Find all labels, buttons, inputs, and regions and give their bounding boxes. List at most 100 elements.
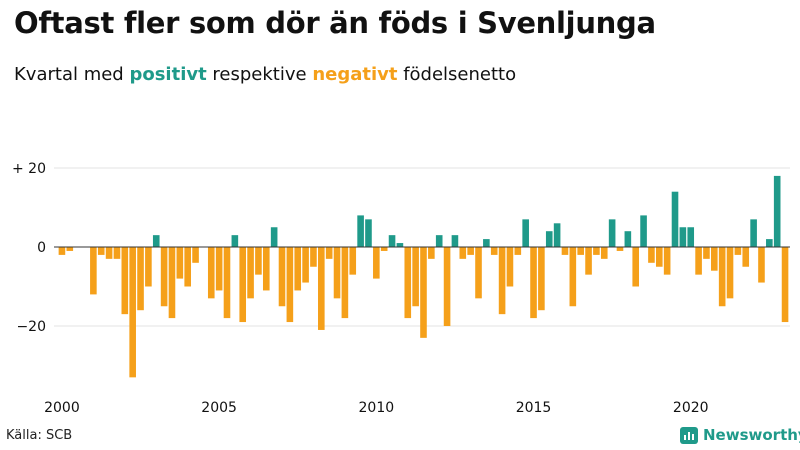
subtitle-middle: respektive [206,64,313,85]
bar-q12 [145,247,152,287]
bar-q40 [365,219,372,247]
bar-q76 [648,247,655,263]
bar-q8 [113,247,121,259]
bar-q77 [655,247,663,267]
bar-q38 [349,247,357,275]
bar-chart-icon [680,426,698,444]
bar-q35 [325,247,333,259]
bar-q23 [231,235,239,247]
bar-q78 [663,247,671,275]
bar-q41 [373,247,380,279]
bar-q10 [129,247,136,378]
subtitle-positive-word: positivt [129,64,207,85]
bar-q34 [318,247,325,330]
bar-q49 [435,235,443,247]
bar-q24 [239,247,247,323]
bar-q65 [561,247,569,255]
bar-q86 [726,247,734,299]
bar-q90 [758,247,765,283]
chart-subtitle: Kvartal med positivt respektive negativt… [14,64,516,85]
axis-layer: + 20 0 −20 2000 2005 2010 2015 2020 [12,161,790,416]
bar-q56 [490,247,498,255]
bar-q61 [530,247,537,319]
bar-q75 [640,215,647,247]
bar-q27 [262,247,270,291]
bar-q91 [766,239,773,247]
bar-q83 [703,247,710,259]
bar-q42 [380,247,388,251]
bar-q16 [176,247,184,279]
bar-q80 [679,227,687,247]
bar-q53 [467,247,474,255]
bar-q64 [553,223,561,247]
bar-q52 [459,247,467,259]
bar-q18 [192,247,199,263]
bar-q63 [545,231,553,247]
bar-q57 [498,247,506,315]
bar-q68 [585,247,592,275]
x-tick-label: 2020 [673,400,709,416]
bar-q37 [341,247,349,319]
y-tick-label: −20 [16,319,46,335]
bar-q71 [608,219,616,247]
bar-q45 [404,247,412,319]
bar-q33 [310,247,317,267]
bar-q9 [121,247,129,315]
bar-q39 [357,215,364,247]
source-credit: Källa: SCB [6,428,73,443]
bar-q31 [294,247,302,291]
bar-q93 [781,247,789,323]
bar-q67 [577,247,584,255]
y-tick-label: 0 [37,240,46,256]
subtitle-prefix: Kvartal med [14,64,130,85]
x-tick-label: 2005 [201,400,237,416]
bar-q87 [734,247,742,255]
bar-q11 [137,247,144,311]
bar-q14 [160,247,168,307]
bar-q44 [396,243,404,247]
bar-q54 [475,247,482,299]
bar-q20 [207,247,215,299]
bar-q5 [90,247,97,295]
bar-q15 [168,247,176,319]
bar-q28 [270,227,278,247]
brand-logo: Newsworthy [680,426,800,444]
bar-q7 [105,247,113,259]
bar-q88 [742,247,750,267]
bar-q25 [247,247,254,299]
bar-q59 [514,247,522,255]
bar-q46 [412,247,419,307]
bar-q47 [420,247,427,338]
bar-q85 [718,247,726,307]
x-tick-label: 2010 [359,400,395,416]
bar-q89 [750,219,757,247]
bar-q72 [616,247,624,251]
bar-q50 [443,247,451,326]
bar-q17 [184,247,191,287]
brand-name: Newsworthy [703,426,800,444]
bar-q6 [97,247,105,255]
bar-q2 [66,247,74,251]
y-tick-label: + 20 [12,161,46,177]
bar-q36 [333,247,341,299]
bar-q92 [773,175,781,247]
bar-q66 [569,247,577,307]
bar-q30 [286,247,294,323]
bar-q32 [302,247,309,283]
bar-q74 [632,247,640,287]
bar-q73 [624,231,632,247]
x-tick-label: 2015 [516,400,552,416]
bar-q70 [600,247,608,259]
bars-layer [58,175,789,378]
subtitle-suffix: födelsenetto [397,64,517,85]
bar-q82 [695,247,702,275]
bar-q1 [58,247,66,255]
bar-q55 [483,239,490,247]
bar-q26 [255,247,262,275]
subtitle-negative-word: negativt [312,64,398,85]
bar-q69 [593,247,600,255]
bar-q58 [506,247,514,287]
chart-title: Oftast fler som dör än föds i Svenljunga [14,6,656,40]
bar-q22 [223,247,231,319]
